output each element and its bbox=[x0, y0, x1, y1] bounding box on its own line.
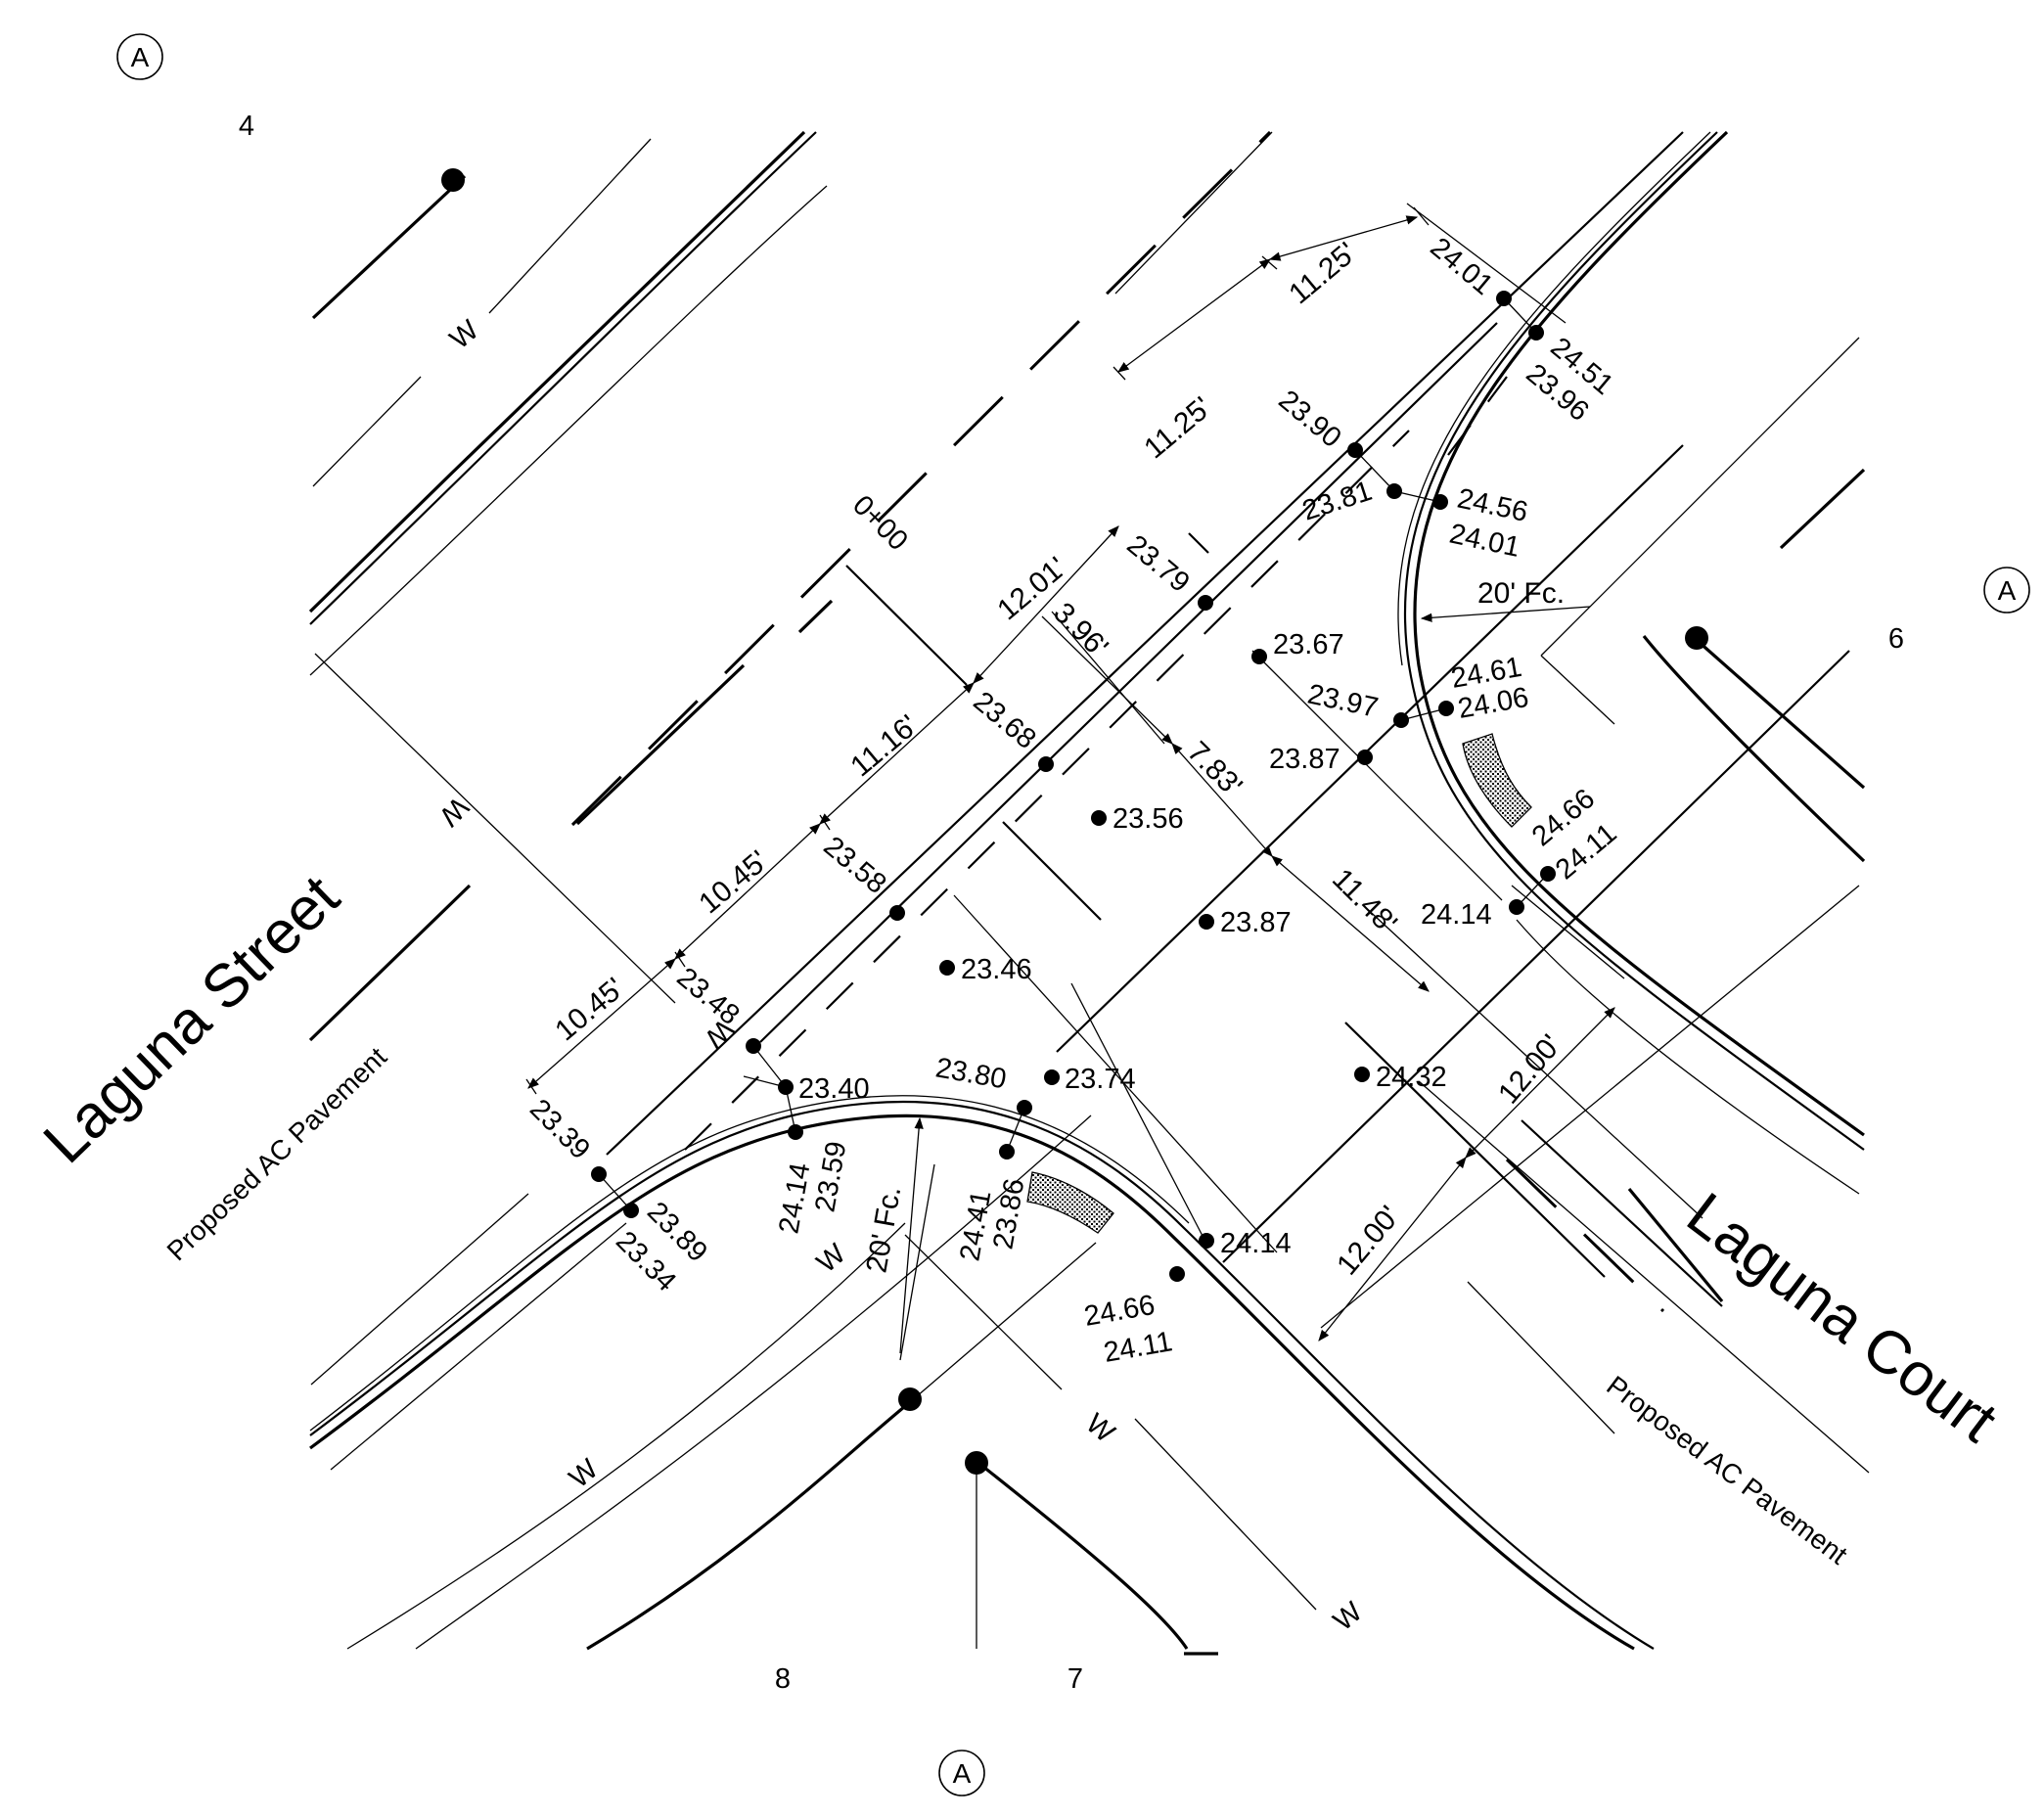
dimension-label: 10.45' bbox=[693, 844, 774, 920]
elevation-label: 24.32 bbox=[1376, 1062, 1447, 1093]
grade-point bbox=[1198, 595, 1213, 611]
elevation-label: 23.46 bbox=[961, 954, 1032, 985]
monument-point bbox=[898, 1387, 922, 1411]
street-name-laguna-court: Laguna Court bbox=[1675, 1180, 2010, 1455]
elevation-label: 23.90 bbox=[1273, 385, 1347, 454]
lot-number-6: 6 bbox=[1888, 623, 1904, 655]
curb-returns bbox=[309, 130, 1866, 1651]
dimension-labels: 11.25' 11.25' 12.01' 11.16' 10.45' 10.45… bbox=[549, 237, 1567, 1282]
dimension-label: 11.16' bbox=[844, 709, 924, 784]
elevation-label: 24.11 bbox=[1102, 1326, 1175, 1369]
laguna-street-linework bbox=[308, 130, 1273, 1042]
face-of-curb-label: 20' Fc. bbox=[860, 1184, 907, 1275]
elevation-label: 23.74 bbox=[1065, 1064, 1136, 1095]
hatched-areas bbox=[1026, 733, 1532, 1234]
face-of-curb-label: 20' Fc. bbox=[1477, 577, 1565, 610]
elevation-label: 23.40 bbox=[798, 1073, 870, 1105]
elevation-label: 24.14 bbox=[1421, 899, 1492, 931]
monument-point bbox=[1685, 626, 1708, 650]
elevation-label: 24.01 bbox=[1425, 232, 1499, 301]
section-marker-bottom: A bbox=[938, 1750, 985, 1796]
station-label: 0+00 bbox=[846, 489, 914, 557]
elevation-label: 23.86 bbox=[987, 1176, 1030, 1251]
elevation-label: 23.81 bbox=[1298, 476, 1376, 527]
dimension-lines bbox=[525, 203, 1615, 1354]
grade-points bbox=[441, 168, 1708, 1475]
elevation-label: 23.80 bbox=[933, 1052, 1009, 1095]
water-line-label: W bbox=[1080, 1408, 1121, 1450]
water-line-label: W bbox=[564, 1453, 605, 1495]
pavement-note-right: Proposed AC Pavement bbox=[1601, 1370, 1852, 1570]
elevation-label: 23.87 bbox=[1269, 744, 1340, 775]
lot-number-8: 8 bbox=[775, 1663, 791, 1695]
dimension-label: 7.83' bbox=[1181, 736, 1249, 803]
grade-point bbox=[939, 960, 955, 976]
grade-point bbox=[1044, 1069, 1060, 1085]
lot-number-7: 7 bbox=[1067, 1663, 1083, 1695]
lot-lines bbox=[310, 1114, 1317, 1656]
curb-and-gutter-linework bbox=[314, 131, 1870, 1474]
lot-number-4: 4 bbox=[239, 111, 254, 142]
grade-point bbox=[1038, 756, 1054, 772]
elevation-label: 24.14 bbox=[1220, 1228, 1292, 1259]
section-marker-right: A bbox=[1983, 567, 2030, 614]
section-marker-label: A bbox=[953, 1758, 972, 1789]
dimension-label: 11.25' bbox=[1283, 237, 1362, 311]
grade-point bbox=[1251, 649, 1267, 664]
elevation-label: 23.79 bbox=[1121, 529, 1196, 599]
water-line-label: W bbox=[811, 1238, 852, 1280]
dimension-label: 11.48' bbox=[1326, 863, 1403, 940]
elevation-label: 23.87 bbox=[1220, 907, 1292, 938]
elevation-label: 23.97 bbox=[1305, 679, 1382, 724]
elevation-label: 23.68 bbox=[968, 686, 1042, 755]
dimension-label: 12.00' bbox=[1492, 1028, 1567, 1110]
grade-point bbox=[889, 905, 905, 921]
dimension-label: 11.25' bbox=[1138, 391, 1217, 466]
monument-point bbox=[965, 1451, 988, 1475]
monument-point bbox=[441, 168, 465, 192]
elevation-label: 23.39 bbox=[523, 1093, 596, 1165]
pavement-note-left: Proposed AC Pavement bbox=[161, 1041, 393, 1266]
elevation-label: 24.14 bbox=[773, 1160, 816, 1236]
elevation-label: 23.67 bbox=[1273, 629, 1344, 660]
elevation-label: 23.58 bbox=[818, 831, 892, 900]
section-marker-label: A bbox=[131, 42, 150, 72]
section-marker-label: A bbox=[1998, 575, 2017, 606]
water-line-label: W bbox=[444, 314, 485, 356]
water-line-label: W bbox=[1328, 1596, 1369, 1638]
grade-point bbox=[1199, 914, 1214, 930]
elevation-label: 24.66 bbox=[1082, 1290, 1158, 1333]
section-marker-top-left: A bbox=[116, 33, 163, 80]
grade-point bbox=[1091, 810, 1107, 826]
grade-point bbox=[1357, 750, 1373, 765]
grade-point bbox=[1199, 1233, 1214, 1249]
elevation-label: 23.48 bbox=[671, 962, 746, 1031]
water-line-label: W bbox=[432, 791, 474, 832]
elevation-label: 23.56 bbox=[1113, 803, 1184, 835]
elevation-label: 23.59 bbox=[809, 1139, 852, 1214]
grade-point bbox=[1354, 1067, 1370, 1082]
dimension-label: 12.00' bbox=[1331, 1200, 1406, 1281]
grade-point bbox=[1169, 1266, 1185, 1282]
